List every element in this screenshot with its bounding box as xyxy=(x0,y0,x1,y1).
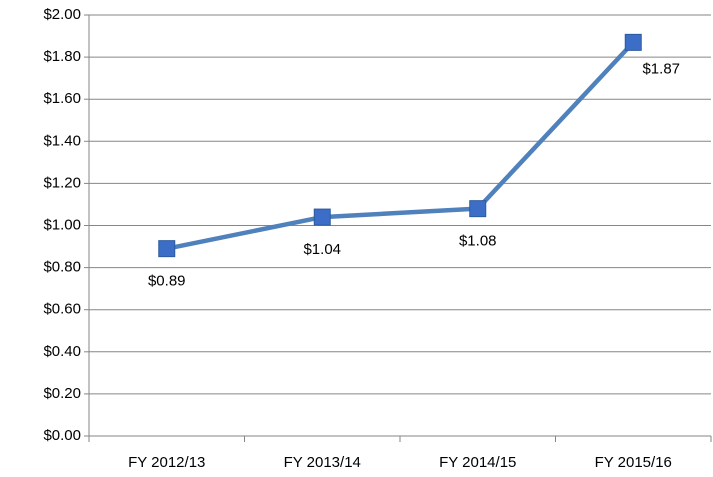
data-point xyxy=(624,33,642,51)
y-tick-label: $1.40 xyxy=(43,132,81,149)
y-tick-label: $1.00 xyxy=(43,216,81,233)
y-tick-label: $2.00 xyxy=(43,6,81,23)
y-tick-label: $0.80 xyxy=(43,259,81,276)
data-point xyxy=(469,200,487,218)
x-tick-label: FY 2014/15 xyxy=(439,454,516,471)
data-point xyxy=(158,240,176,258)
data-label: $1.87 xyxy=(642,60,680,77)
data-label: $0.89 xyxy=(148,273,186,290)
y-tick-label: $1.80 xyxy=(43,48,81,65)
y-tick-label: $1.20 xyxy=(43,174,81,191)
y-tick-label: $0.60 xyxy=(43,301,81,318)
data-label: $1.04 xyxy=(303,241,341,258)
data-line xyxy=(166,40,635,251)
y-tick-label: $1.60 xyxy=(43,90,81,107)
x-tick-label: FY 2013/14 xyxy=(284,454,361,471)
y-tick-label: $0.00 xyxy=(43,427,81,444)
x-tick-label: FY 2012/13 xyxy=(128,454,205,471)
data-label: $1.08 xyxy=(459,233,497,250)
x-tick-label: FY 2015/16 xyxy=(595,454,672,471)
y-tick-label: $0.40 xyxy=(43,343,81,360)
data-point xyxy=(313,208,331,226)
y-tick-label: $0.20 xyxy=(43,385,81,402)
